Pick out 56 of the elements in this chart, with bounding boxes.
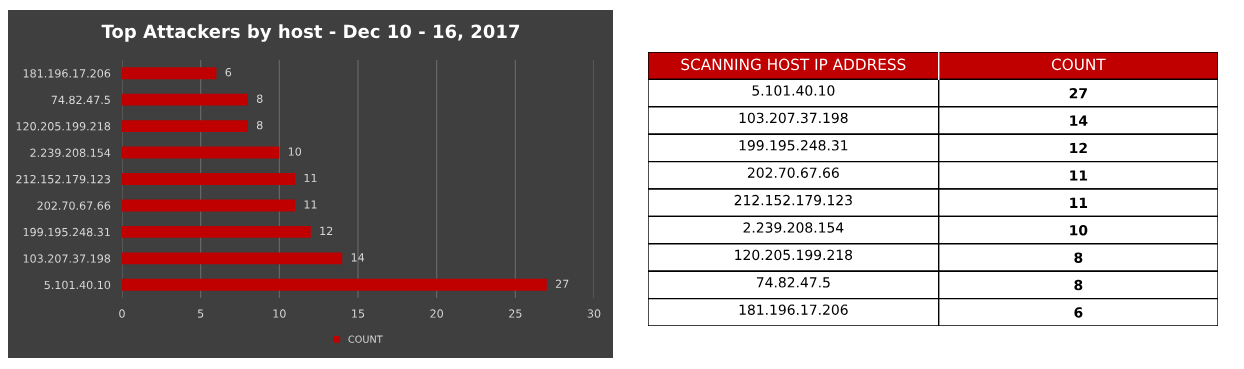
x-tick-label: 0	[119, 309, 125, 318]
x-tick-label: 5	[197, 309, 204, 318]
data-label: 10	[288, 147, 302, 156]
x-tick-label: 30	[587, 309, 601, 318]
y-tick-label: 5.101.40.10	[44, 280, 111, 290]
category-label: 120.205.199.218	[735, 249, 853, 261]
bar	[122, 225, 311, 238]
data-label: 11	[304, 173, 317, 183]
category-label: 199.195.248.31	[739, 140, 848, 151]
x-tick-label: 25	[509, 309, 522, 318]
category-label: 103.207.37.198	[739, 112, 848, 124]
y-tick-label: 199.195.248.31	[23, 227, 110, 237]
chart-title: Top Attackers by host - Dec 10 - 16, 2017	[101, 24, 520, 42]
data-label: 14	[1070, 115, 1088, 126]
data-label: 8	[1074, 279, 1083, 291]
y-tick-label: 181.196.17.206	[23, 69, 111, 78]
x-tick-label: 15	[352, 309, 365, 318]
y-tick-label: 103.207.37.198	[23, 254, 111, 263]
bar	[122, 146, 280, 159]
bar	[122, 252, 343, 265]
y-tick-label: 202.70.67.66	[37, 201, 111, 210]
data-label: 8	[256, 120, 263, 130]
data-label: 11	[304, 200, 317, 209]
category-label: 2.239.208.154	[743, 222, 844, 233]
y-tick-label: 2.239.208.154	[30, 148, 111, 157]
x-tick-label: 10	[273, 309, 286, 318]
data-label: 6	[225, 68, 232, 77]
series-label: COUNT	[1051, 58, 1106, 71]
data-label: 27	[555, 279, 569, 288]
bar	[122, 120, 248, 133]
category-label: 202.70.67.66	[747, 167, 839, 178]
y-tick-label: 74.82.47.5	[51, 95, 110, 105]
x-tick-label: 20	[430, 309, 443, 318]
data-label: 27	[1069, 87, 1087, 99]
data-label: 8	[1074, 252, 1083, 263]
bar	[122, 93, 248, 106]
data-label: 11	[1070, 170, 1088, 181]
bar	[122, 278, 547, 291]
legend-label: COUNT	[348, 335, 383, 343]
y-tick-label: 120.205.199.218	[16, 122, 111, 131]
bar	[122, 199, 296, 212]
data-label: 12	[1070, 142, 1087, 154]
data-label: 6	[1074, 307, 1083, 318]
data-label: 10	[1070, 224, 1088, 236]
category-label: 5.101.40.10	[752, 85, 835, 96]
text: SCANNING HOST IP ADDRESS	[681, 58, 906, 71]
bar	[122, 173, 296, 185]
data-label: 8	[256, 94, 263, 103]
data-label: 11	[1070, 197, 1088, 208]
category-label: 181.196.17.206	[739, 304, 848, 315]
category-label: 212.152.179.123	[734, 194, 852, 206]
bar	[122, 67, 217, 80]
category-label: 74.82.47.5	[756, 277, 830, 288]
data-label: 12	[320, 226, 333, 235]
data-label: 14	[351, 253, 365, 262]
y-tick-label: 212.152.179.123	[16, 174, 110, 184]
